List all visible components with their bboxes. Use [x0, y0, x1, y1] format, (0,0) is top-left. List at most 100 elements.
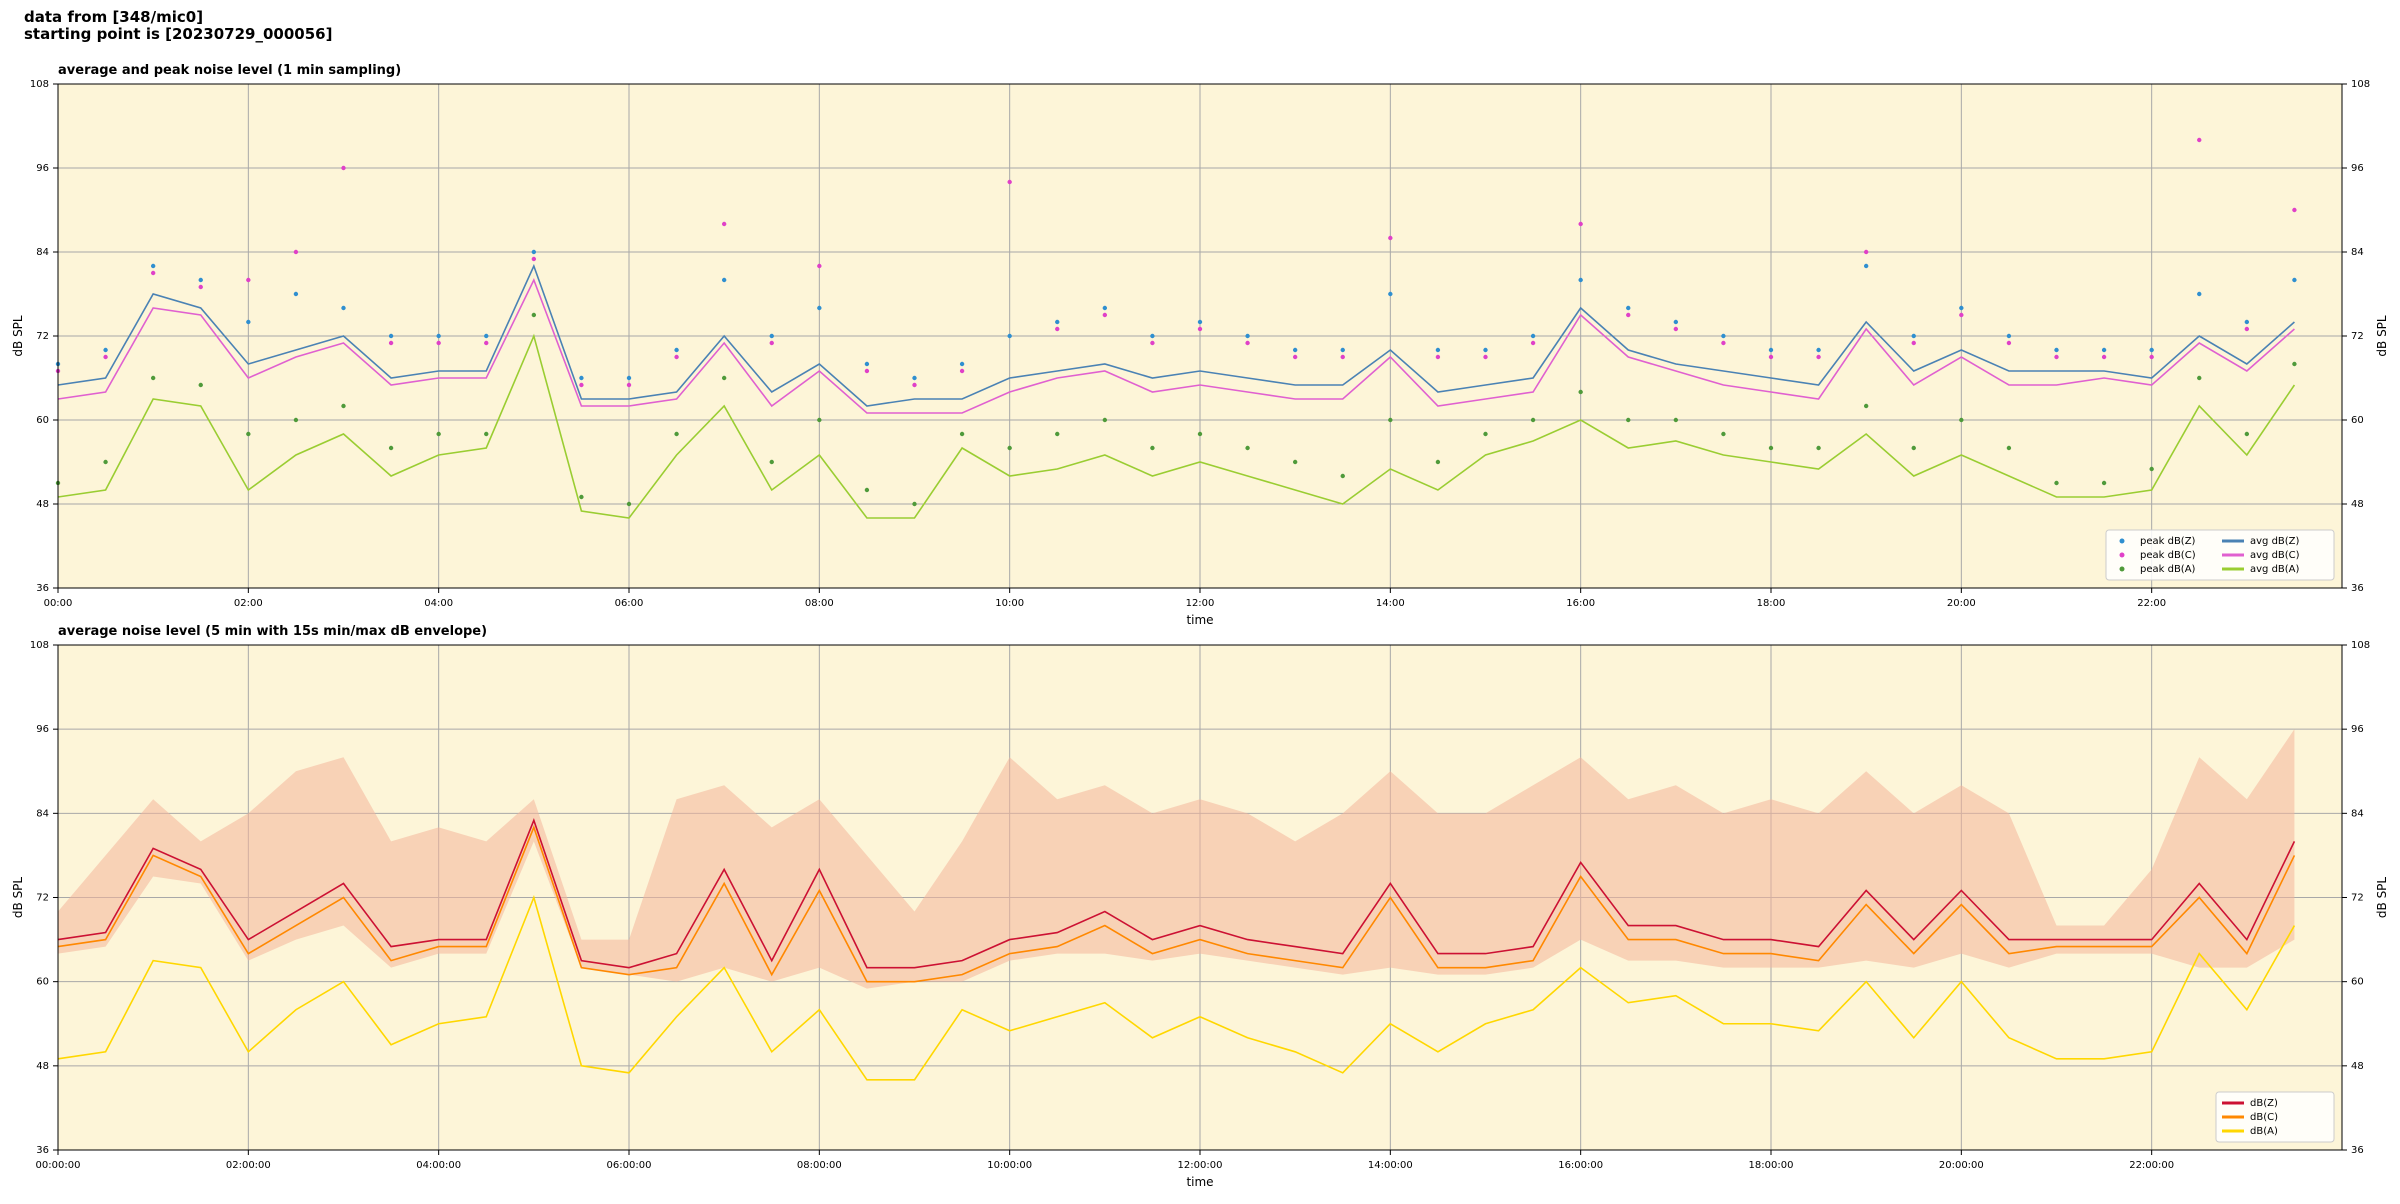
x-tick-label: 00:00 — [44, 598, 73, 609]
peak-point — [959, 368, 965, 374]
peak-point — [1911, 340, 1916, 346]
peak-point — [2006, 333, 2012, 339]
series-line — [57, 818, 2296, 969]
peak-point — [1673, 417, 1679, 423]
peak-point — [1055, 319, 1060, 325]
peak-point — [293, 417, 299, 423]
peak-point — [769, 333, 774, 339]
peak-point — [1816, 445, 1821, 451]
peak-point — [1483, 354, 1488, 360]
peak-point — [1292, 354, 1298, 360]
peak-point — [341, 305, 346, 311]
y-tick-label: 108 — [2351, 79, 2370, 90]
y-tick-label: 96 — [36, 163, 49, 174]
peak-point — [579, 382, 584, 388]
y-tick-label: 36 — [2351, 1145, 2364, 1156]
legend-label: peak dB(Z) — [2140, 536, 2196, 547]
x-tick-label: 18:00 — [1757, 598, 1786, 609]
legend-label: avg dB(A) — [2250, 564, 2300, 575]
x-tick-label: 16:00:00 — [1558, 1160, 1603, 1171]
peak-point — [1863, 249, 1869, 255]
peak-point — [2006, 340, 2012, 346]
series-line — [57, 825, 2296, 983]
peak-point — [1340, 473, 1345, 479]
peak-point — [579, 375, 584, 381]
peak-point — [721, 277, 727, 283]
peak-point — [2244, 319, 2250, 325]
peak-point — [246, 319, 251, 325]
peak-point — [1816, 347, 1821, 353]
peak-point — [1626, 312, 1631, 318]
peak-point — [912, 382, 917, 388]
peak-point — [1435, 354, 1441, 360]
peak-point — [246, 431, 251, 437]
peak-point — [1530, 340, 1536, 346]
peak-point — [1007, 445, 1012, 451]
peak-point — [1863, 403, 1869, 409]
peak-point — [531, 249, 537, 255]
legend-label: peak dB(C) — [2140, 550, 2196, 561]
header-line: data from [348/mic0] — [24, 8, 203, 26]
peak-point — [2197, 137, 2202, 143]
peak-point — [1292, 347, 1298, 353]
x-tick-label: 16:00 — [1566, 598, 1595, 609]
peak-point — [864, 487, 870, 493]
x-tick-label: 02:00:00 — [226, 1160, 271, 1171]
peak-point — [2054, 347, 2059, 353]
peak-point — [959, 431, 965, 437]
peak-point — [1721, 340, 1726, 346]
y-tick-label: 72 — [36, 331, 49, 342]
peak-point — [1102, 305, 1108, 311]
peak-point — [150, 263, 156, 269]
x-tick-label: 12:00 — [1186, 598, 1215, 609]
peak-point — [341, 403, 346, 409]
peak-point — [388, 445, 394, 451]
legend-label: dB(C) — [2250, 1112, 2278, 1123]
plot-frame — [57, 83, 2343, 589]
y-tick-label: 48 — [36, 499, 49, 510]
peak-point — [293, 249, 299, 255]
peak-point — [1768, 354, 1774, 360]
peak-point — [2006, 445, 2012, 451]
y-tick-label: 48 — [2351, 1061, 2364, 1072]
envelope-area — [58, 729, 2295, 989]
peak-point — [1245, 340, 1250, 346]
peak-point — [1673, 326, 1679, 332]
legend-label: dB(A) — [2250, 1126, 2278, 1137]
peak-point — [817, 305, 822, 311]
peak-point — [1150, 340, 1155, 346]
peak-point — [864, 361, 870, 367]
peak-point — [1388, 235, 1393, 241]
peak-point — [1721, 431, 1726, 437]
peak-point — [1626, 417, 1631, 423]
legend-box — [2105, 529, 2335, 581]
x-tick-label: 20:00 — [1947, 598, 1976, 609]
peak-point — [2292, 361, 2297, 367]
peak-point — [674, 354, 679, 360]
peak-point — [103, 459, 108, 465]
peak-point — [1673, 319, 1679, 325]
y-tick-label: 84 — [36, 247, 49, 258]
series-line — [57, 263, 2295, 407]
x-tick-label: 18:00:00 — [1749, 1160, 1794, 1171]
legend-label: peak dB(A) — [2140, 564, 2196, 575]
peak-point — [1245, 333, 1250, 339]
peak-point — [1340, 347, 1345, 353]
peak-point — [1150, 445, 1155, 451]
peak-point — [388, 333, 394, 339]
x-tick-label: 08:00 — [805, 598, 834, 609]
peak-point — [1578, 389, 1583, 395]
x-tick-label: 10:00 — [995, 598, 1024, 609]
peak-point — [1816, 354, 1821, 360]
legend-swatch — [2119, 538, 2125, 544]
legend-box — [2215, 1091, 2335, 1143]
peak-point — [2244, 326, 2250, 332]
peak-point — [2149, 466, 2154, 472]
legend-swatch — [2119, 552, 2125, 558]
peak-point — [246, 277, 251, 283]
x-tick-label: 14:00 — [1376, 598, 1405, 609]
y-axis-label: dB SPL — [2375, 877, 2389, 919]
y-tick-label: 96 — [2351, 163, 2364, 174]
peak-point — [150, 270, 156, 276]
